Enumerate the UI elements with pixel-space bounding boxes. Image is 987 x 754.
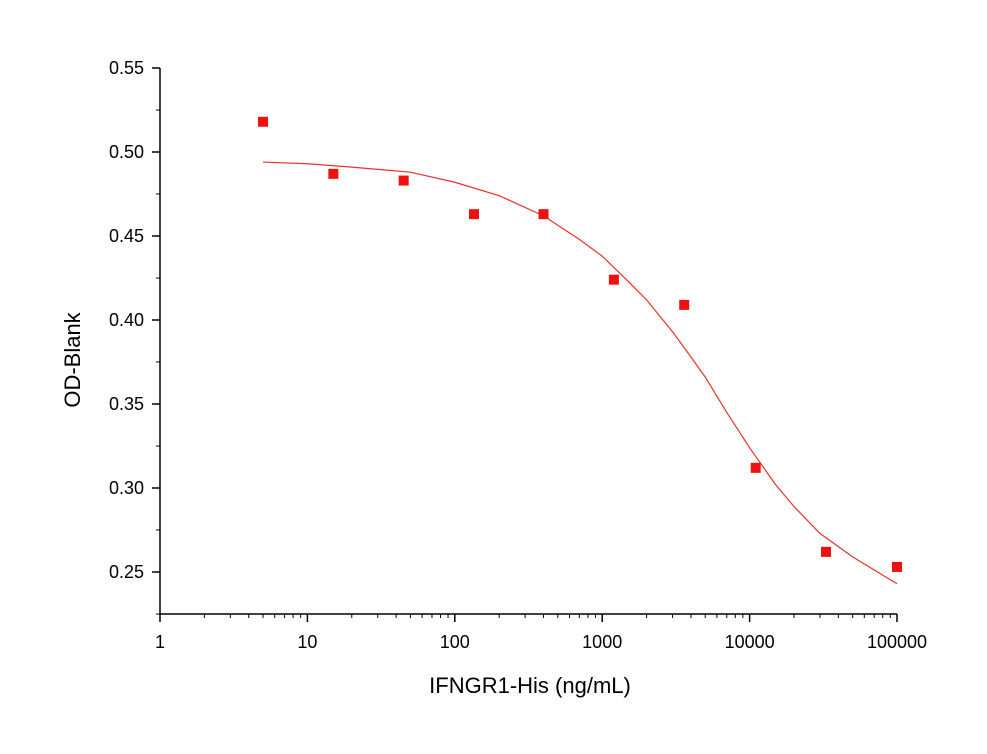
y-tick-label: 0.45	[109, 226, 144, 246]
data-point	[328, 168, 339, 179]
x-tick-label: 100000	[867, 632, 927, 652]
major-ticks	[152, 67, 898, 622]
data-point	[538, 209, 549, 220]
x-tick-label: 10	[297, 632, 317, 652]
x-tick-label: 100	[440, 632, 470, 652]
y-tick-label: 0.55	[109, 58, 144, 78]
axes	[159, 68, 897, 615]
y-tick-label: 0.30	[109, 478, 144, 498]
y-tick-label: 0.50	[109, 142, 144, 162]
x-tick-label: 1	[155, 632, 165, 652]
fit-curve-group	[263, 161, 898, 585]
y-axis-title: OD-Blank	[60, 311, 85, 407]
minor-ticks	[156, 109, 891, 618]
data-point	[750, 462, 761, 473]
y-tick-label: 0.35	[109, 394, 144, 414]
data-point	[469, 209, 480, 220]
data-points	[258, 116, 902, 572]
tick-labels: 1 10 100 1000 10000 100000 0.25 0.30 0.35 0.40 0.4…	[109, 58, 927, 652]
y-tick-label: 0.25	[109, 562, 144, 582]
x-tick-label: 1000	[582, 632, 622, 652]
data-point	[608, 274, 619, 285]
x-tick-label: 10000	[725, 632, 775, 652]
x-axis-title: IFNGR1-His (ng/mL)	[429, 673, 631, 698]
data-point	[892, 561, 902, 572]
data-point	[821, 546, 832, 557]
fit-curve	[263, 161, 898, 585]
data-point	[398, 175, 409, 186]
y-tick-label: 0.40	[109, 310, 144, 330]
data-point	[679, 299, 690, 310]
data-point	[258, 116, 269, 127]
